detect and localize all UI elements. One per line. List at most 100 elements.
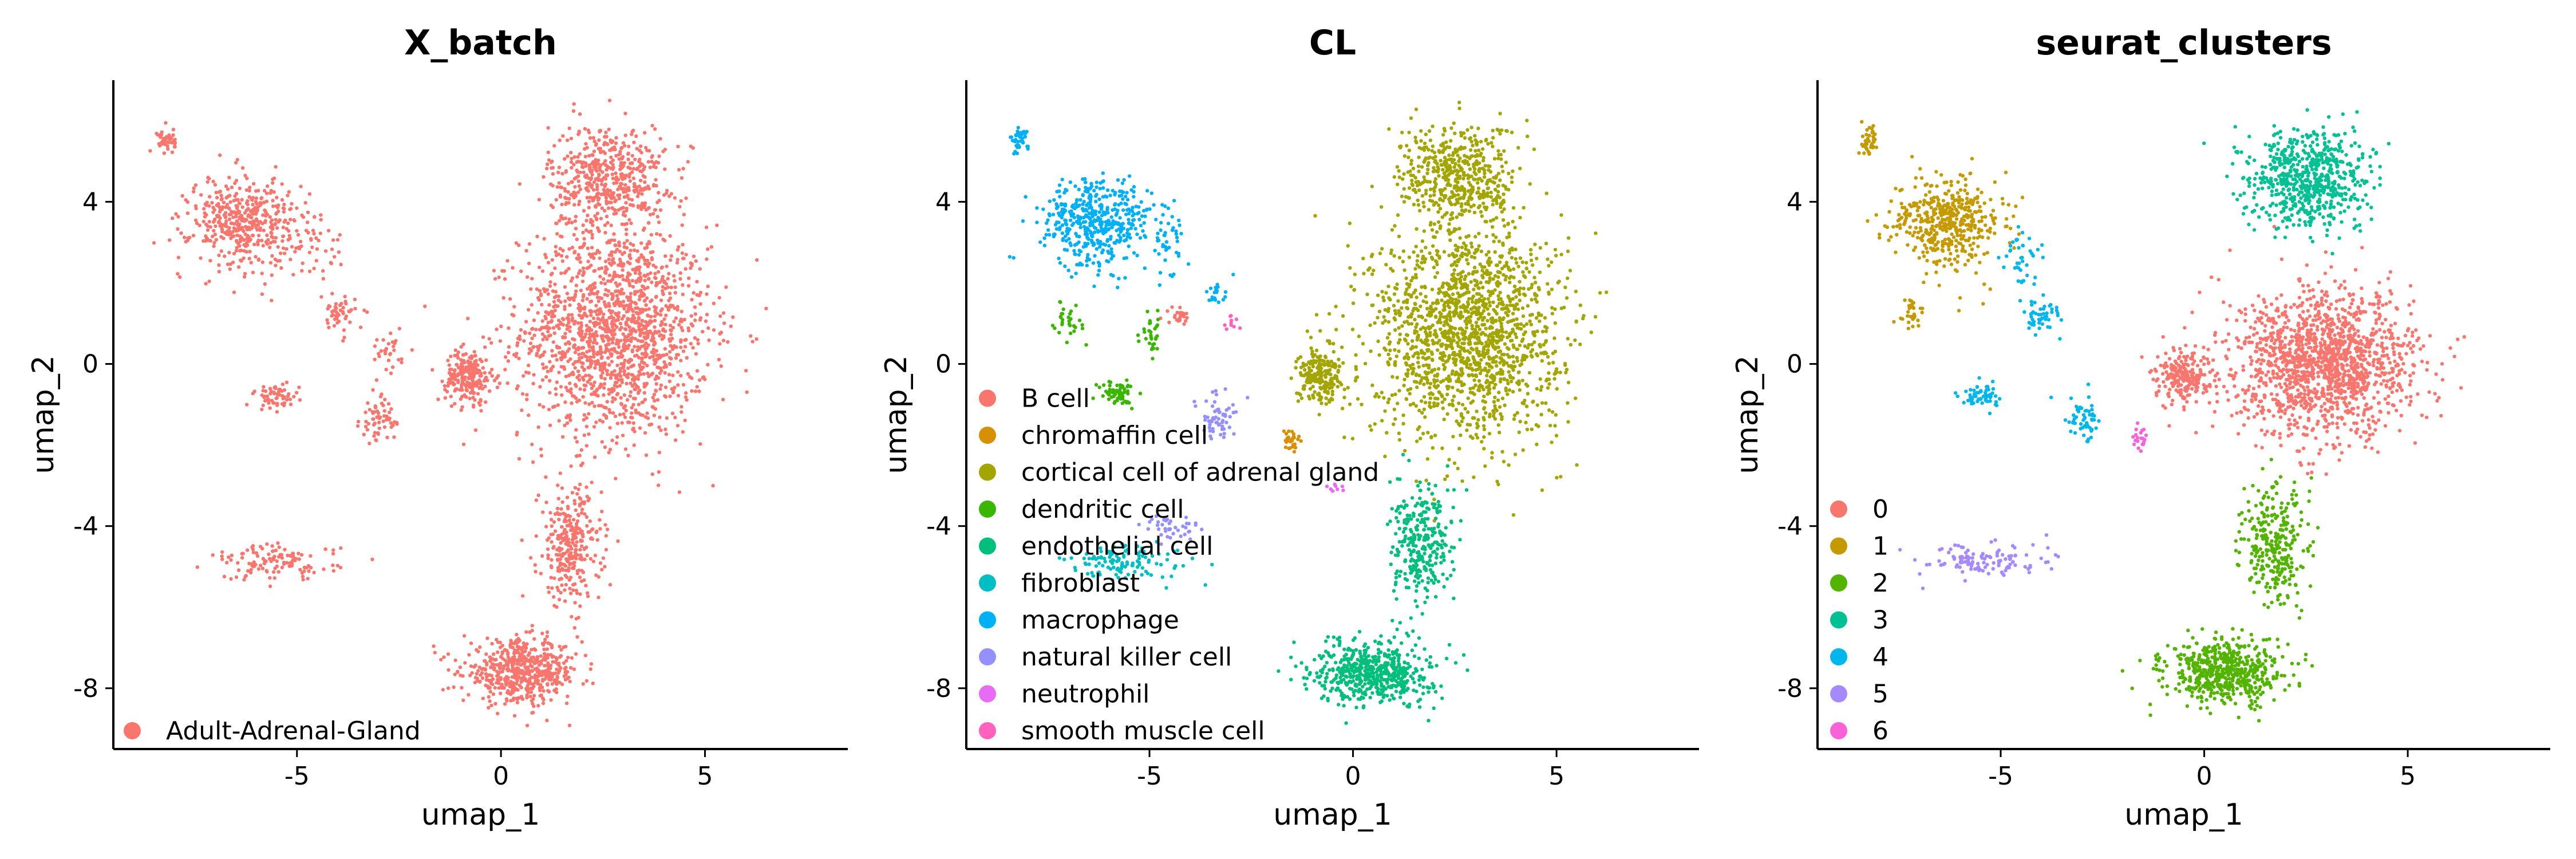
data-point xyxy=(530,303,534,307)
data-point xyxy=(1165,309,1170,313)
data-point xyxy=(1544,340,1548,344)
data-point xyxy=(282,220,286,224)
data-point xyxy=(259,202,263,206)
data-point xyxy=(449,395,453,399)
data-point xyxy=(389,331,393,336)
data-point xyxy=(275,226,279,230)
data-point xyxy=(538,344,542,348)
data-point xyxy=(546,641,550,645)
data-point xyxy=(445,389,449,393)
data-point xyxy=(1522,332,1526,337)
data-point xyxy=(572,155,576,159)
data-point xyxy=(309,554,313,558)
data-point xyxy=(557,419,561,423)
data-point xyxy=(582,388,587,392)
data-point xyxy=(603,282,607,286)
data-point xyxy=(623,358,627,362)
data-point xyxy=(1350,436,1355,441)
data-point xyxy=(453,658,457,663)
data-point xyxy=(319,295,323,299)
data-point xyxy=(614,198,618,203)
data-point xyxy=(554,294,559,298)
data-point xyxy=(281,246,286,250)
data-point xyxy=(642,335,646,339)
data-point xyxy=(616,300,620,304)
data-point xyxy=(550,524,554,528)
data-point xyxy=(643,131,647,135)
data-point xyxy=(569,136,574,141)
data-point xyxy=(607,253,612,257)
data-point xyxy=(1555,387,1559,391)
data-point xyxy=(232,234,236,238)
data-point xyxy=(315,247,319,251)
data-point xyxy=(585,297,589,301)
data-point xyxy=(615,363,619,368)
data-point xyxy=(603,259,608,263)
data-point xyxy=(588,519,592,523)
data-point xyxy=(668,362,672,367)
data-point xyxy=(1532,340,1536,344)
data-point xyxy=(270,298,274,302)
data-point xyxy=(724,285,728,289)
data-point xyxy=(583,653,588,657)
data-point xyxy=(377,420,381,424)
data-point xyxy=(680,223,684,227)
data-point xyxy=(731,315,735,319)
panel-title: CL xyxy=(1309,23,1356,63)
data-point xyxy=(371,411,375,415)
data-point xyxy=(598,274,602,279)
data-point xyxy=(545,718,549,723)
data-point xyxy=(515,645,520,649)
data-point xyxy=(665,416,669,420)
data-point xyxy=(539,654,543,658)
data-point xyxy=(585,524,589,528)
data-point xyxy=(179,231,183,235)
data-point xyxy=(231,215,235,219)
data-point xyxy=(627,218,631,222)
data-point xyxy=(623,340,627,344)
data-point xyxy=(531,711,535,715)
data-point xyxy=(470,371,474,376)
data-point xyxy=(611,336,615,340)
data-point xyxy=(452,685,456,689)
data-point xyxy=(602,382,607,386)
data-point xyxy=(542,652,547,656)
data-point xyxy=(679,410,683,414)
data-point xyxy=(524,249,528,253)
data-point xyxy=(614,281,618,285)
data-point xyxy=(552,331,556,335)
data-point xyxy=(330,291,334,295)
data-point xyxy=(635,258,639,263)
data-point xyxy=(643,186,647,190)
data-point xyxy=(365,310,369,314)
data-point xyxy=(574,652,578,656)
data-point xyxy=(606,206,611,210)
data-point xyxy=(640,319,645,323)
data-point xyxy=(1529,258,1534,262)
data-point xyxy=(623,404,627,408)
data-point xyxy=(268,387,272,391)
data-point xyxy=(692,291,696,295)
data-point xyxy=(1457,447,1461,451)
data-point xyxy=(532,684,536,688)
data-point xyxy=(238,249,242,253)
data-point xyxy=(275,401,279,405)
data-point xyxy=(658,415,662,419)
data-point xyxy=(678,204,682,209)
data-point xyxy=(729,324,733,328)
data-point xyxy=(563,189,567,193)
data-point xyxy=(568,381,572,385)
data-point xyxy=(693,389,698,393)
data-point xyxy=(667,271,671,276)
data-point xyxy=(536,679,540,683)
data-point xyxy=(1538,319,1542,324)
data-point xyxy=(564,375,568,379)
data-point xyxy=(622,361,626,365)
data-point xyxy=(653,318,657,322)
data-point xyxy=(612,181,616,186)
data-point xyxy=(593,321,597,325)
data-point xyxy=(579,579,584,584)
data-point xyxy=(594,420,598,424)
data-point xyxy=(280,565,285,570)
data-point xyxy=(590,287,594,291)
